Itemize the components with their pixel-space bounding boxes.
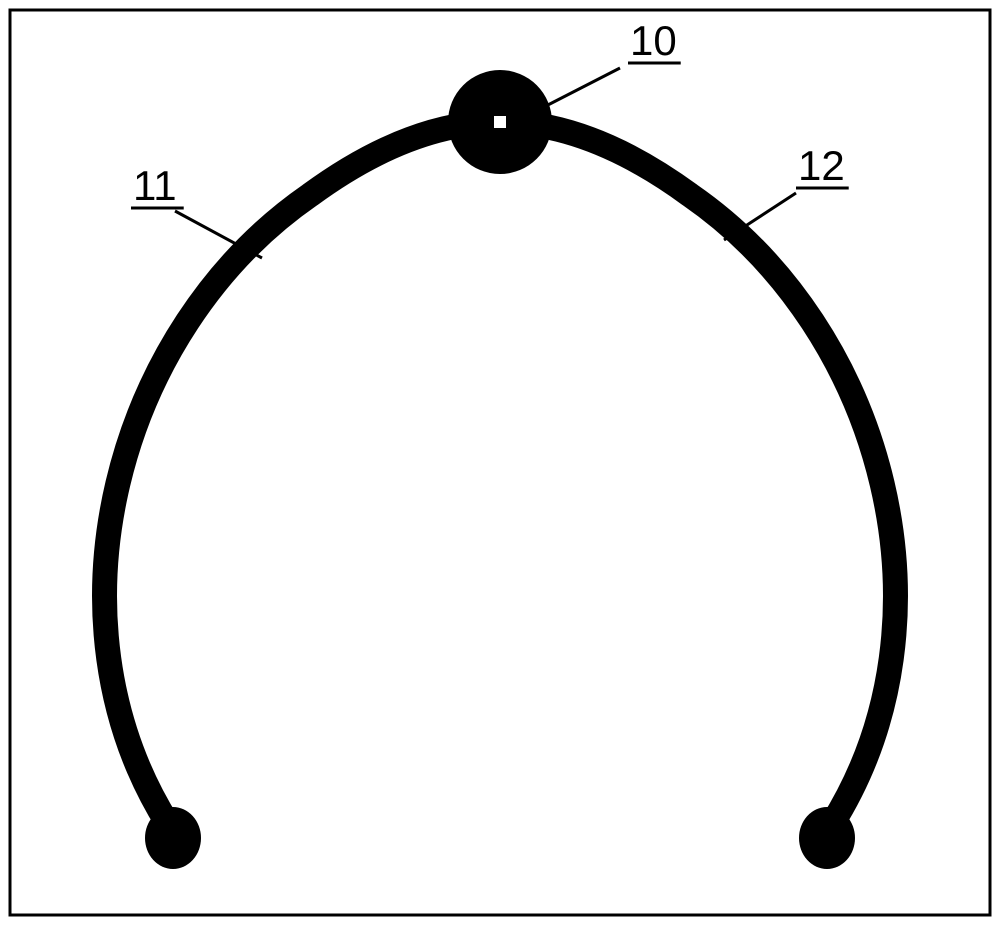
- left-end-knob: [145, 807, 201, 869]
- leader-line-10: [542, 68, 620, 108]
- label-11: 11: [133, 162, 177, 209]
- main-arc: [105, 122, 896, 824]
- label-12: 12: [798, 142, 845, 189]
- top-circle-center-hole: [494, 116, 506, 128]
- label-10: 10: [630, 17, 677, 64]
- diagram-canvas: 10 11 12: [0, 0, 1000, 925]
- right-end-knob: [799, 807, 855, 869]
